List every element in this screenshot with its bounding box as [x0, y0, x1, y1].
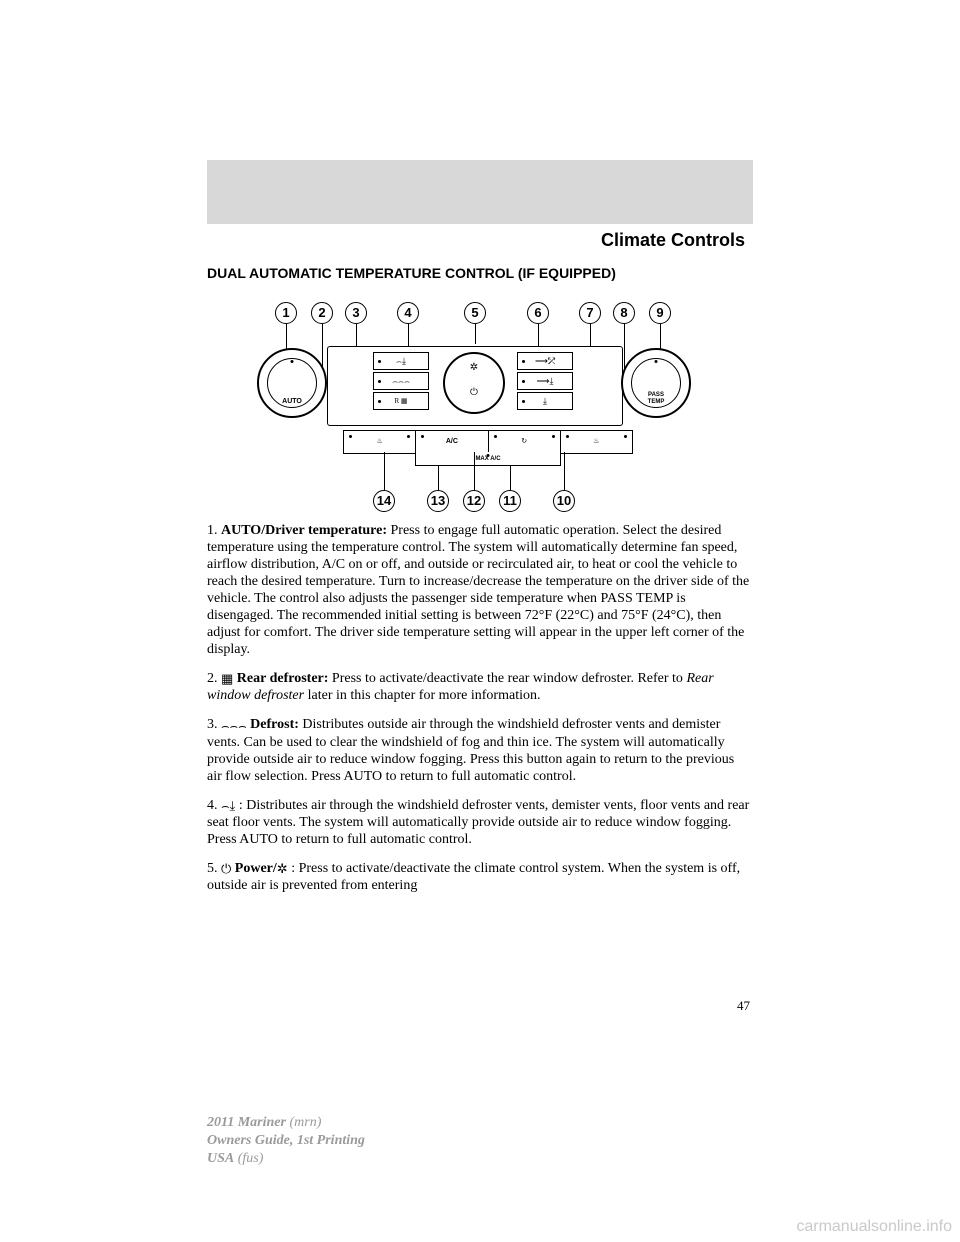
bottom-button-row: ♨ A/C ↻ ♨ — [343, 430, 633, 454]
page-number: 47 — [737, 998, 750, 1014]
callout-14: 14 — [373, 490, 395, 512]
callout-6: 6 — [527, 302, 549, 324]
pass-temp-label: PASSTEMP — [623, 392, 689, 406]
footer-block: 2011 Mariner (mrn) Owners Guide, 1st Pri… — [207, 1114, 365, 1168]
heated-seat-right-button: ♨ — [561, 431, 632, 453]
fan-icon: ✲ — [470, 362, 478, 373]
watermark: carmanualsonline.info — [796, 1218, 952, 1236]
defrost-button: ⌢⌢⌢ — [373, 372, 429, 390]
rear-defrost-icon: ▦ — [221, 670, 233, 687]
defrost-icon: ⌢⌢⌢ — [221, 717, 247, 734]
callout-12: 12 — [463, 490, 485, 512]
max-ac-button: MAX A/C — [415, 452, 561, 466]
para-2: 2. ▦ Rear defroster: Press to activate/d… — [207, 670, 752, 704]
section-title: DUAL AUTOMATIC TEMPERATURE CONTROL (IF E… — [207, 265, 616, 281]
control-panel-diagram: 1 2 3 4 5 6 7 8 9 AUTO ⌢⤓ ⌢⌢⌢ R ▦ ✲ ⏻ ⟶⤱… — [265, 290, 695, 510]
callout-3: 3 — [345, 302, 367, 324]
callout-9: 9 — [649, 302, 671, 324]
defrost-floor-button: ⌢⤓ — [373, 352, 429, 370]
auto-dial-label: AUTO — [259, 398, 325, 405]
rear-defrost-button: R ▦ — [373, 392, 429, 410]
panel-floor-button: ⟶⤓ — [517, 372, 573, 390]
fan-text-icon: ✲ — [277, 860, 288, 877]
left-button-column: ⌢⤓ ⌢⌢⌢ R ▦ — [373, 352, 429, 412]
power-text-icon: ⏻ — [221, 860, 231, 877]
callout-8: 8 — [613, 302, 635, 324]
pass-temp-dial: PASSTEMP — [621, 348, 691, 418]
callout-4: 4 — [397, 302, 419, 324]
callout-10: 10 — [553, 490, 575, 512]
callout-13: 13 — [427, 490, 449, 512]
fan-power-dial: ✲ ⏻ — [443, 352, 505, 414]
para-1: 1. AUTO/Driver temperature: Press to eng… — [207, 522, 752, 658]
body-text: 1. AUTO/Driver temperature: Press to eng… — [207, 522, 752, 906]
para-4: 4. ⌢⤓ : Distributes air through the wind… — [207, 797, 752, 848]
panel-vent-button: ⟶⤱ — [517, 352, 573, 370]
para-3: 3. ⌢⌢⌢ Defrost: Distributes outside air … — [207, 716, 752, 784]
ac-button: A/C — [416, 431, 488, 453]
callout-11: 11 — [499, 490, 521, 512]
heated-seat-left-button: ♨ — [344, 431, 416, 453]
floor-button: ⤓ — [517, 392, 573, 410]
right-button-column: ⟶⤱ ⟶⤓ ⤓ — [517, 352, 573, 412]
auto-dial: AUTO — [257, 348, 327, 418]
defrost-floor-icon: ⌢⤓ — [221, 797, 235, 814]
callout-1: 1 — [275, 302, 297, 324]
callout-7: 7 — [579, 302, 601, 324]
para-5: 5. ⏻ Power/✲ : Press to activate/deactiv… — [207, 860, 752, 894]
callout-2: 2 — [311, 302, 333, 324]
power-icon: ⏻ — [470, 387, 478, 398]
chapter-title: Climate Controls — [601, 230, 745, 251]
header-gray-block — [207, 160, 753, 224]
recirc-button: ↻ — [489, 431, 561, 453]
callout-5: 5 — [464, 302, 486, 324]
